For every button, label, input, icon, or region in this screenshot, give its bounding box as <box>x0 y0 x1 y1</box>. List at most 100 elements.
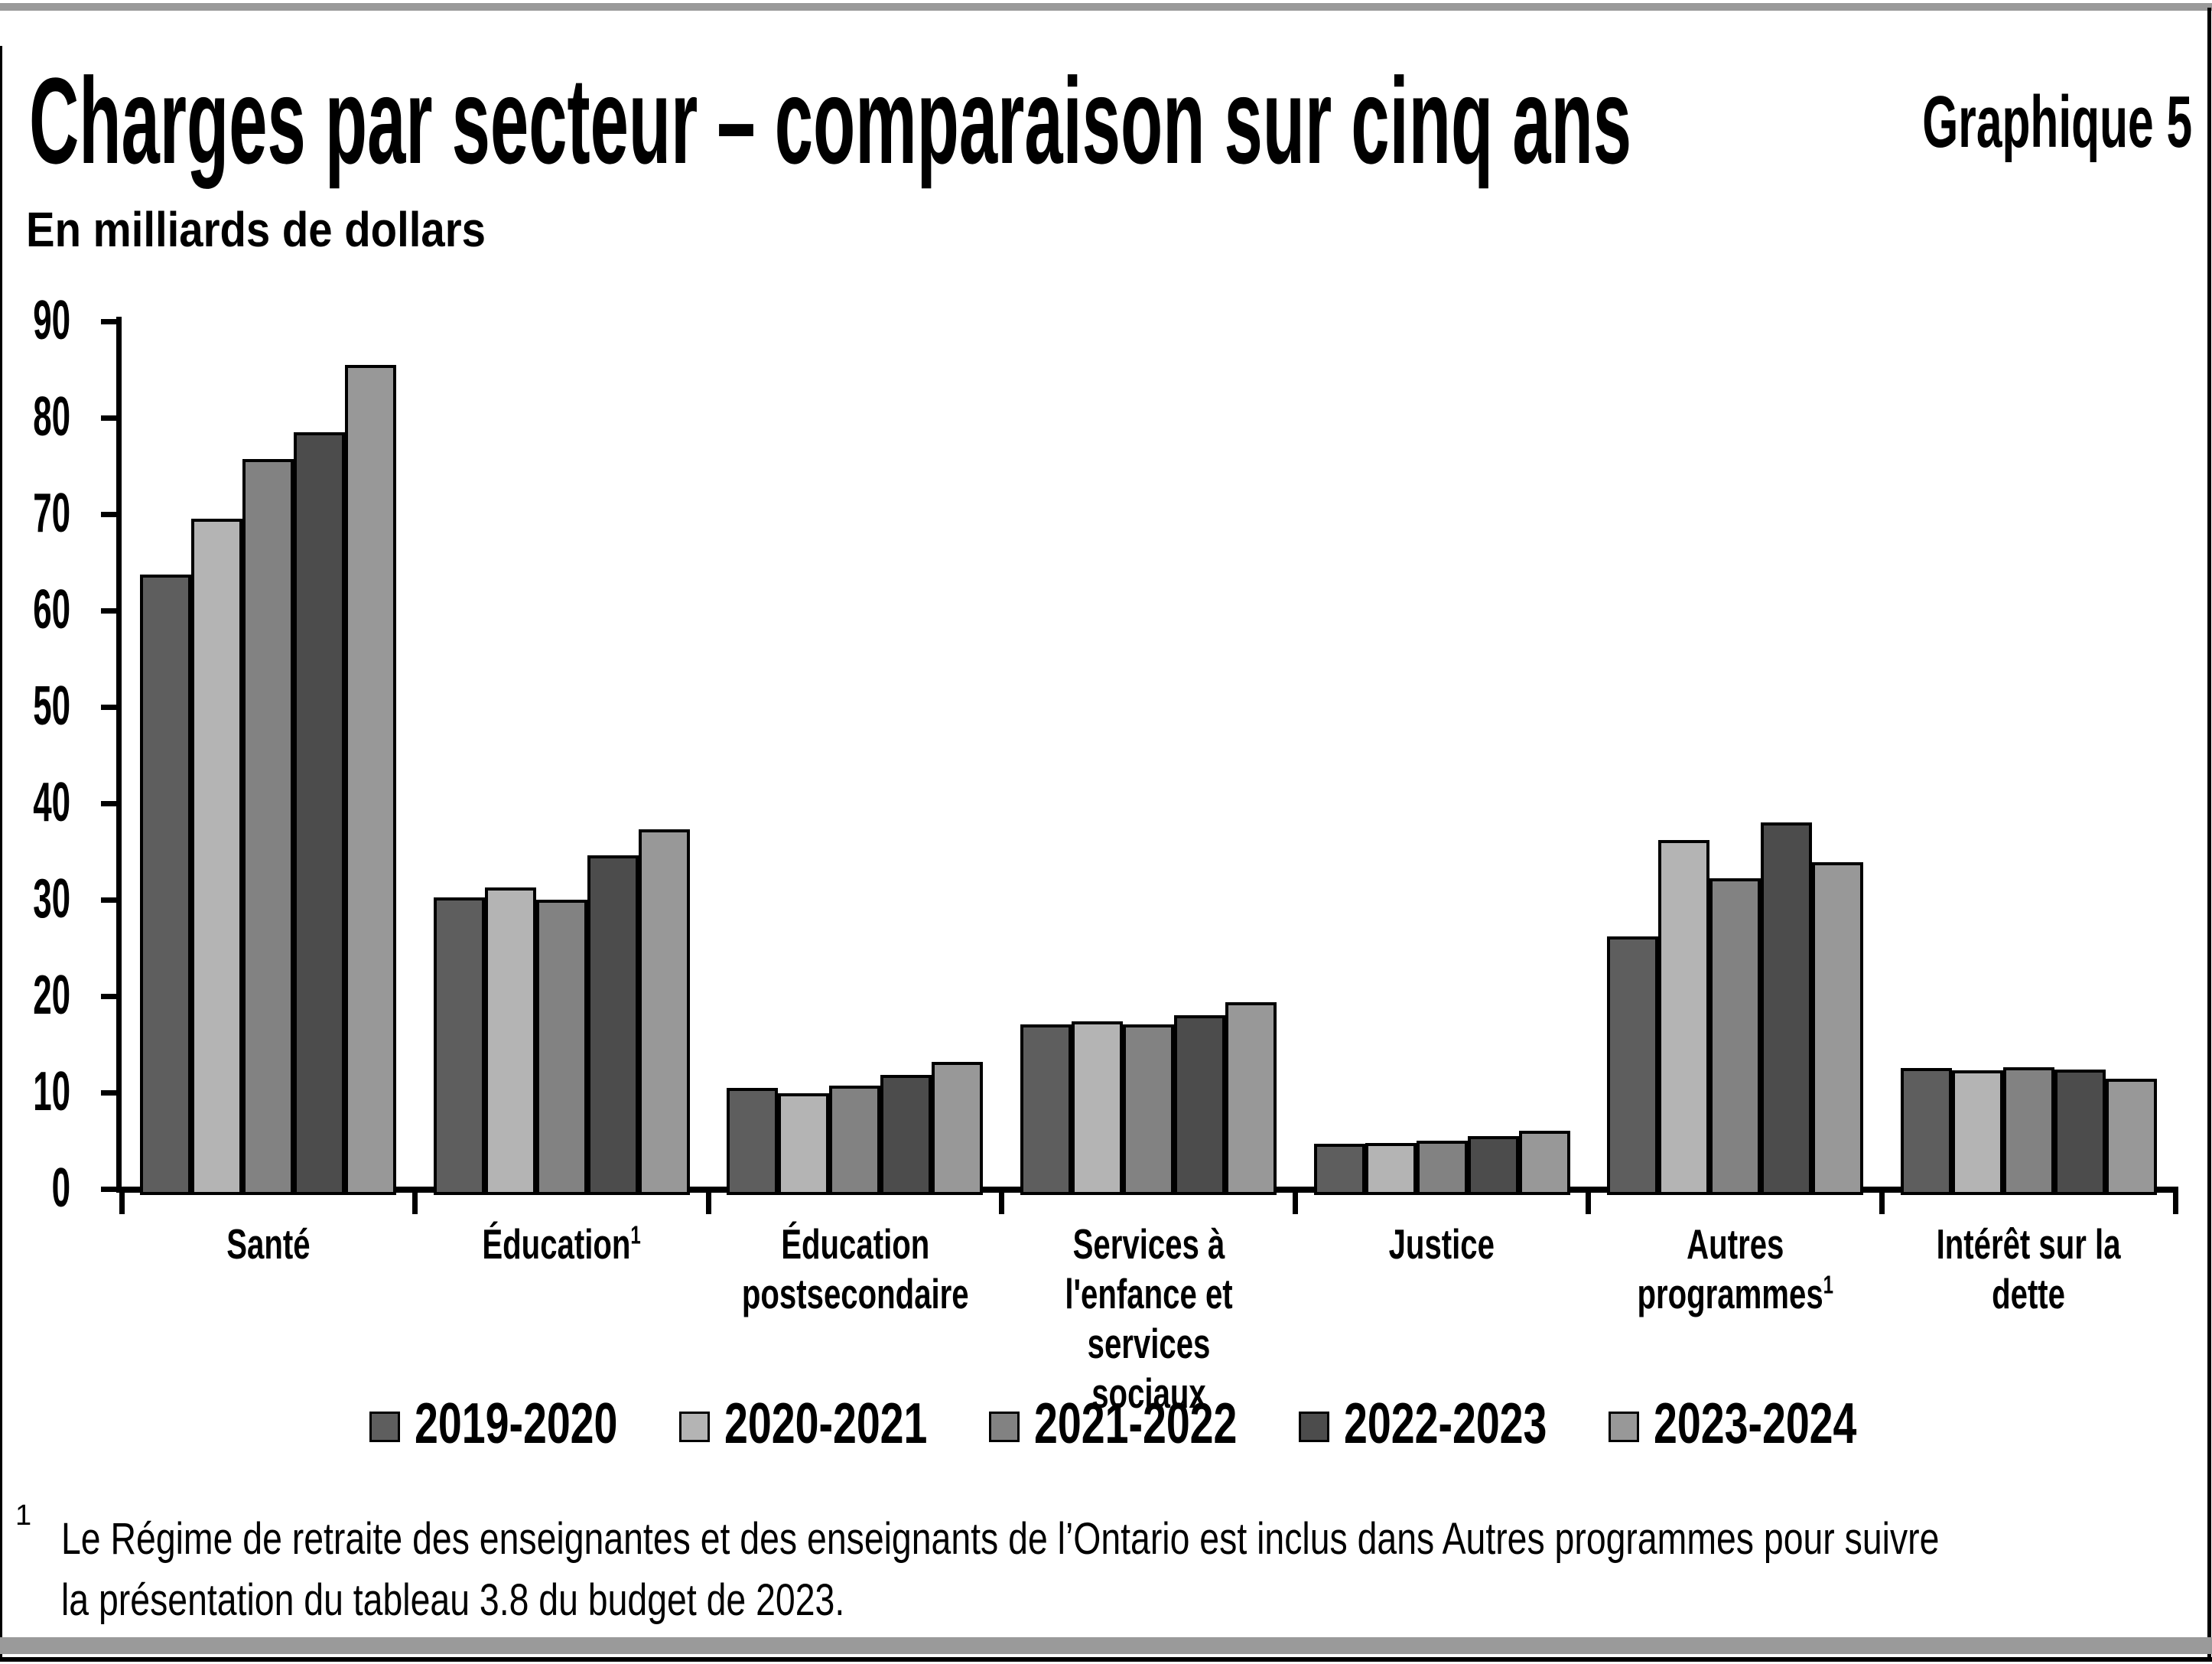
bar-2023-2024-c2 <box>932 1062 984 1195</box>
chart-title: Charges par secteur – comparaison sur ci… <box>29 52 1632 189</box>
bar-2021-2022-c3 <box>1123 1024 1174 1195</box>
bar-2021-2022-c4 <box>1416 1141 1468 1195</box>
legend-label-2020-2021: 2020-2021 <box>724 1391 928 1455</box>
bar-2020-2021-c0 <box>191 519 243 1195</box>
bar-2021-2022-c6 <box>2002 1067 2054 1195</box>
bar-2020-2021-c3 <box>1072 1021 1123 1195</box>
y-axis-tick <box>101 512 121 517</box>
y-axis-tick <box>101 705 121 710</box>
y-axis-tick <box>101 1090 121 1096</box>
bar-2022-2023-c0 <box>294 432 346 1195</box>
bar-2019-2020-c6 <box>1900 1068 1952 1195</box>
legend-swatch-2019-2020 <box>369 1412 400 1442</box>
legend-label-2022-2023: 2022-2023 <box>1344 1391 1547 1455</box>
legend-label-2021-2022: 2021-2022 <box>1034 1391 1238 1455</box>
x-axis-tick <box>2172 1187 2178 1214</box>
bar-2021-2022-c2 <box>829 1086 881 1195</box>
x-axis-category-label-text: Autres programmes1 <box>1637 1220 1833 1317</box>
y-axis-tick <box>101 1187 121 1192</box>
y-axis-tick <box>101 897 121 903</box>
bar-2019-2020-c4 <box>1313 1144 1365 1195</box>
y-axis-tick-label-text: 60 <box>33 579 70 640</box>
legend-swatch-2020-2021 <box>679 1412 710 1442</box>
legend-swatch-2023-2024 <box>1609 1412 1639 1442</box>
axis-unit-label: En milliards de dollars <box>26 202 486 257</box>
y-axis-line <box>116 317 122 1193</box>
y-axis-tick <box>101 994 121 999</box>
bar-2019-2020-c5 <box>1607 936 1659 1195</box>
category-footnote-superscript: 1 <box>630 1220 642 1249</box>
bar-2021-2022-c1 <box>535 900 587 1195</box>
footnote-text: Le Régime de retraite des enseignantes e… <box>61 1509 1939 1631</box>
bar-2022-2023-c2 <box>880 1075 932 1195</box>
bar-2021-2022-c0 <box>242 459 294 1195</box>
bar-2019-2020-c2 <box>727 1088 779 1195</box>
x-axis-category-label-text: Justice <box>1388 1220 1495 1268</box>
bar-2023-2024-c1 <box>638 829 690 1195</box>
y-axis-tick <box>101 801 121 806</box>
y-axis-tick-label-text: 0 <box>51 1158 70 1219</box>
bar-2019-2020-c3 <box>1020 1024 1072 1195</box>
bar-2019-2020-c1 <box>433 897 485 1195</box>
panel-left-border <box>0 46 2 1660</box>
bar-2019-2020-c0 <box>140 575 192 1195</box>
y-axis-tick-label: 60 <box>0 582 70 637</box>
y-axis-tick-label: 80 <box>0 389 70 444</box>
x-axis-tick <box>412 1187 418 1214</box>
legend-label-2023-2024: 2023-2024 <box>1654 1391 1857 1455</box>
bar-2021-2022-c5 <box>1709 878 1761 1195</box>
bar-2022-2023-c1 <box>587 855 639 1195</box>
bar-2023-2024-c0 <box>345 365 397 1195</box>
y-axis-tick-label-text: 30 <box>33 868 70 930</box>
bar-2023-2024-c3 <box>1225 1002 1277 1195</box>
y-axis-tick-label-text: 80 <box>33 386 70 448</box>
bar-2023-2024-c5 <box>1812 862 1864 1195</box>
bar-2023-2024-c6 <box>2105 1079 2157 1195</box>
bar-2020-2021-c2 <box>778 1093 830 1195</box>
footnote-line-2: la présentation du tableau 3.8 du budget… <box>61 1575 845 1625</box>
x-axis-tick <box>1879 1187 1885 1214</box>
y-axis-tick-label: 30 <box>0 871 70 926</box>
x-axis-category-label-text: Services à l'enfance et services sociaux <box>1064 1220 1233 1417</box>
legend-label-2019-2020: 2019-2020 <box>415 1391 618 1455</box>
y-axis-tick <box>101 319 121 324</box>
y-axis-tick-label-text: 90 <box>33 290 70 351</box>
footnote-line-1: Le Régime de retraite des enseignantes e… <box>61 1514 1940 1564</box>
category-footnote-superscript: 1 <box>1823 1270 1833 1299</box>
y-axis-tick-label: 70 <box>0 486 70 541</box>
bar-2022-2023-c3 <box>1174 1015 1225 1195</box>
x-axis-category-label: Santé <box>100 1220 437 1269</box>
bar-2022-2023-c4 <box>1467 1136 1519 1195</box>
y-axis-tick-label: 50 <box>0 679 70 734</box>
bottom-window-band <box>0 1637 2212 1654</box>
panel-bottom-border <box>0 1657 2212 1662</box>
y-axis-tick-label: 20 <box>0 968 70 1023</box>
x-axis-tick <box>705 1187 711 1214</box>
y-axis-tick-label: 10 <box>0 1064 70 1119</box>
y-axis-tick <box>101 608 121 614</box>
bar-2023-2024-c4 <box>1518 1131 1570 1195</box>
x-axis-category-label-text: Intérêt sur la dette <box>1936 1220 2121 1317</box>
panel-right-border <box>2207 8 2211 1662</box>
x-axis-category-label-text: Éducation postsecondaire <box>741 1220 969 1317</box>
y-axis-tick-label-text: 50 <box>33 676 70 737</box>
y-axis-tick-label-text: 70 <box>33 483 70 544</box>
y-axis-tick-label-text: 40 <box>33 772 70 833</box>
x-axis-category-label: Services à l'enfance et services sociaux <box>981 1220 1317 1418</box>
bar-2022-2023-c5 <box>1761 822 1813 1195</box>
x-axis-tick <box>119 1187 125 1214</box>
y-axis-tick <box>101 415 121 421</box>
x-axis-category-label-text: Santé <box>226 1220 311 1268</box>
bar-2020-2021-c5 <box>1658 840 1710 1195</box>
bar-2020-2021-c6 <box>1951 1070 2003 1195</box>
x-axis-category-label: Éducation postsecondaire <box>687 1220 1023 1319</box>
y-axis-tick-label: 40 <box>0 775 70 830</box>
x-axis-tick <box>1586 1187 1592 1214</box>
y-axis-tick-label: 90 <box>0 293 70 348</box>
x-axis-category-label: Autres programmes1 <box>1567 1220 1904 1319</box>
legend-swatch-2022-2023 <box>1299 1412 1329 1442</box>
chart-number-label: Graphique 5 <box>1922 81 2192 163</box>
